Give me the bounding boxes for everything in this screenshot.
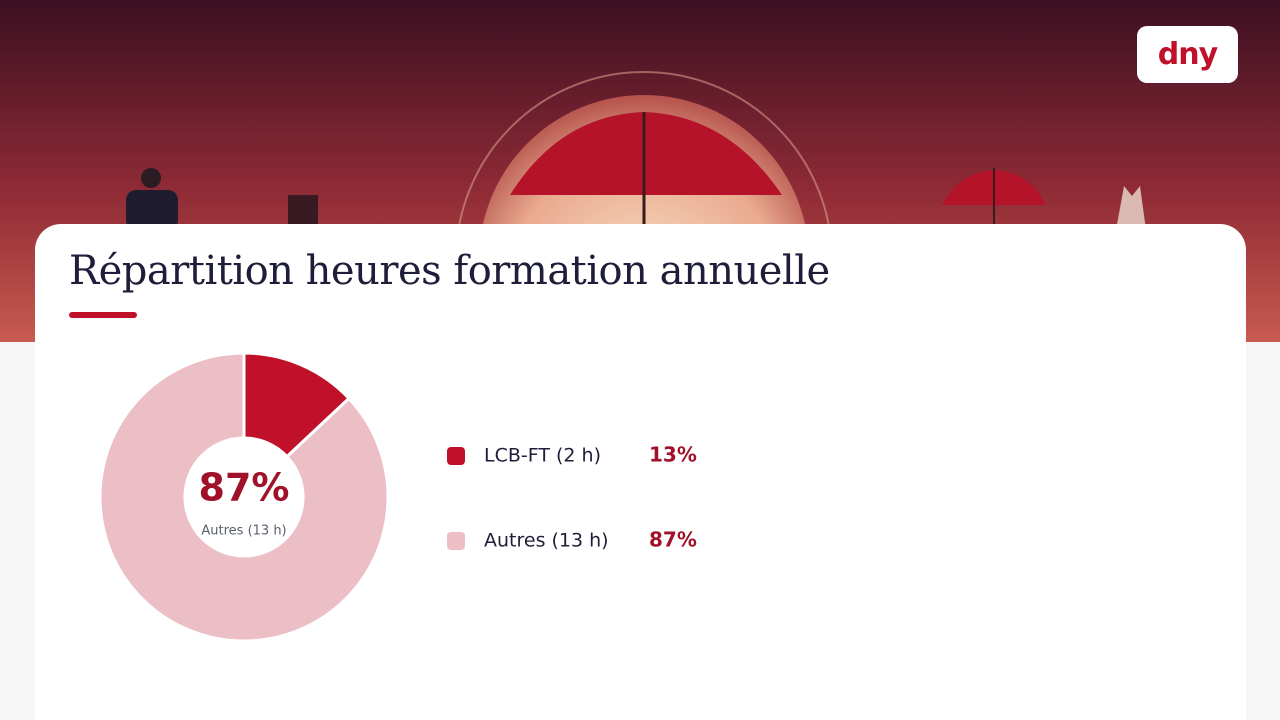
pie-slice: [98, 351, 390, 643]
legend-value: 87%: [649, 528, 697, 552]
logo[interactable]: dny: [1137, 26, 1238, 83]
umbrella: [510, 112, 782, 195]
legend-item: LCB-FT (2 h) 13%: [447, 443, 697, 467]
legend-item: Autres (13 h) 87%: [447, 528, 697, 552]
legend-swatch: [447, 532, 465, 550]
legend-swatch: [447, 447, 465, 465]
person: [126, 190, 178, 230]
card: Répartition heures formation annuelle 87…: [35, 224, 1246, 720]
person-head: [141, 168, 161, 188]
title-underline: [69, 312, 137, 318]
legend-value: 13%: [649, 443, 697, 467]
buildings: [1116, 186, 1146, 230]
legend-label: LCB-FT (2 h): [484, 445, 601, 467]
legend-label: Autres (13 h): [484, 530, 609, 552]
center-label: Autres (13 h): [201, 524, 286, 539]
center-value: 87%: [199, 466, 290, 510]
chart: 87% Autres (13 h) LCB-FT (2 h) 13% Autres …: [98, 351, 697, 643]
chart-title: Répartition heures formation annuelle: [69, 248, 830, 294]
